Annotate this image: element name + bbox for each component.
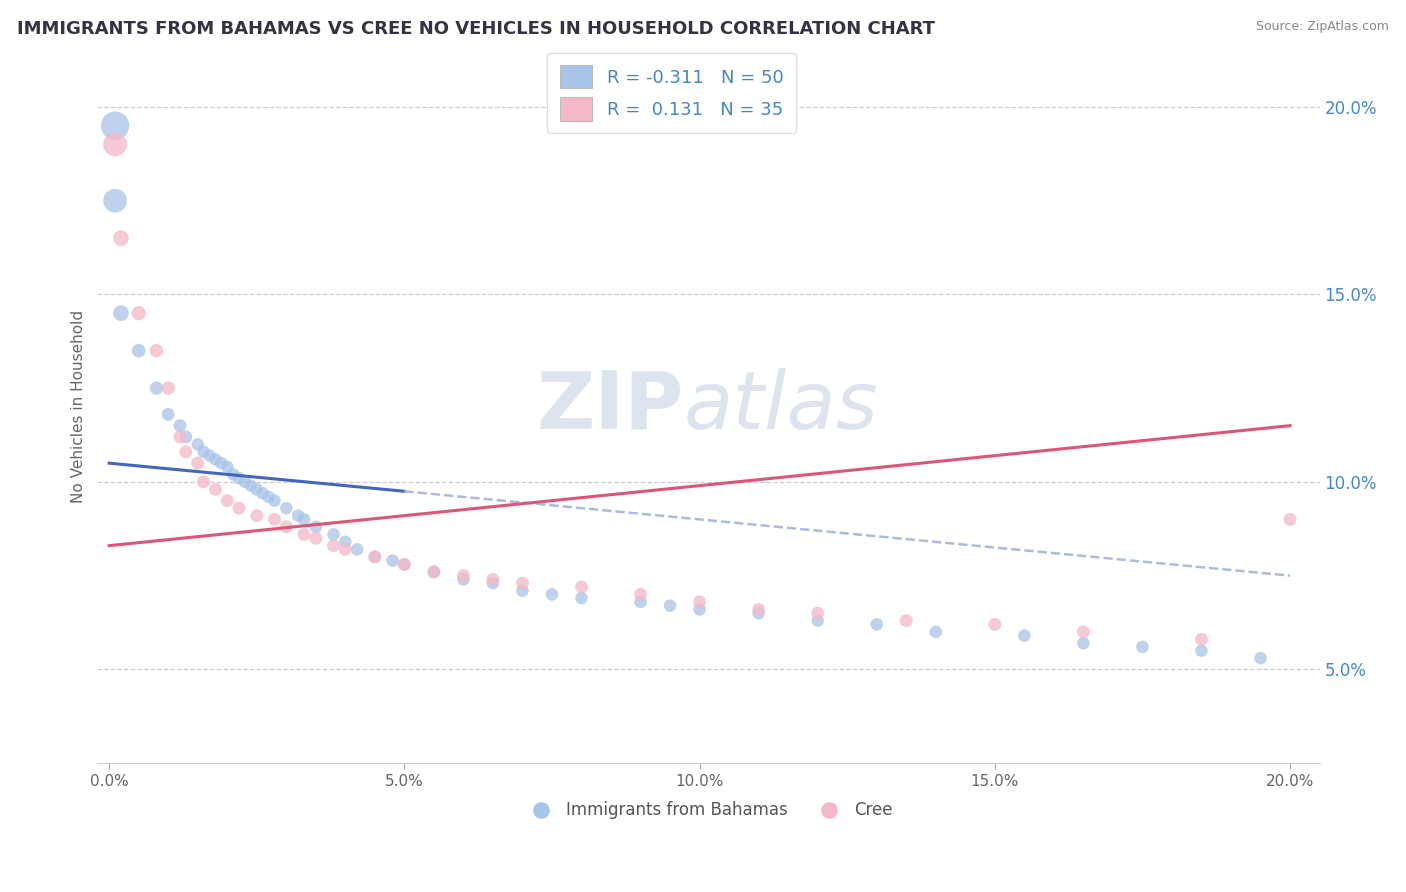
Point xyxy=(187,437,209,451)
Point xyxy=(276,520,298,534)
Point xyxy=(689,595,711,609)
Point xyxy=(209,456,232,470)
Point xyxy=(128,306,150,320)
Point xyxy=(287,508,309,523)
Point xyxy=(252,486,274,500)
Point xyxy=(128,343,150,358)
Point xyxy=(335,535,357,549)
Point xyxy=(257,490,280,504)
Point xyxy=(157,381,180,395)
Text: Source: ZipAtlas.com: Source: ZipAtlas.com xyxy=(1256,20,1389,33)
Point xyxy=(263,512,285,526)
Point xyxy=(364,549,387,564)
Point xyxy=(1014,629,1036,643)
Point xyxy=(187,456,209,470)
Point xyxy=(174,445,197,459)
Point xyxy=(263,493,285,508)
Point xyxy=(110,231,132,245)
Point xyxy=(807,606,830,620)
Point xyxy=(198,449,221,463)
Point xyxy=(104,119,127,133)
Point xyxy=(246,483,269,497)
Point xyxy=(866,617,889,632)
Point xyxy=(630,587,652,601)
Point xyxy=(217,493,239,508)
Point xyxy=(1250,651,1272,665)
Point xyxy=(193,475,215,489)
Point xyxy=(512,583,534,598)
Point xyxy=(453,573,475,587)
Point xyxy=(571,591,593,606)
Point xyxy=(228,501,250,516)
Point xyxy=(659,599,682,613)
Point xyxy=(1191,643,1213,657)
Point xyxy=(984,617,1007,632)
Point xyxy=(423,565,446,579)
Point xyxy=(394,558,416,572)
Point xyxy=(204,483,226,497)
Point xyxy=(145,381,167,395)
Point xyxy=(1279,512,1302,526)
Point xyxy=(748,606,770,620)
Point xyxy=(630,595,652,609)
Point xyxy=(169,418,191,433)
Point xyxy=(204,452,226,467)
Point xyxy=(748,602,770,616)
Point xyxy=(104,137,127,152)
Point xyxy=(292,512,315,526)
Point xyxy=(193,445,215,459)
Point xyxy=(896,614,918,628)
Text: ZIP: ZIP xyxy=(537,368,685,446)
Point xyxy=(453,568,475,582)
Point xyxy=(1132,640,1154,654)
Point xyxy=(689,602,711,616)
Point xyxy=(239,478,262,492)
Text: IMMIGRANTS FROM BAHAMAS VS CREE NO VEHICLES IN HOUSEHOLD CORRELATION CHART: IMMIGRANTS FROM BAHAMAS VS CREE NO VEHIC… xyxy=(17,20,935,37)
Y-axis label: No Vehicles in Household: No Vehicles in Household xyxy=(72,310,86,503)
Point xyxy=(276,501,298,516)
Point xyxy=(512,576,534,591)
Point xyxy=(104,194,127,208)
Point xyxy=(110,306,132,320)
Point xyxy=(145,343,167,358)
Point xyxy=(228,471,250,485)
Point xyxy=(346,542,368,557)
Legend: Immigrants from Bahamas, Cree: Immigrants from Bahamas, Cree xyxy=(517,795,900,826)
Text: atlas: atlas xyxy=(685,368,879,446)
Point xyxy=(364,549,387,564)
Point xyxy=(335,542,357,557)
Point xyxy=(217,459,239,474)
Point xyxy=(482,576,505,591)
Point xyxy=(807,614,830,628)
Point xyxy=(174,430,197,444)
Point xyxy=(305,531,328,545)
Point xyxy=(322,527,344,541)
Point xyxy=(925,624,948,639)
Point xyxy=(381,554,404,568)
Point xyxy=(305,520,328,534)
Point xyxy=(233,475,256,489)
Point xyxy=(157,408,180,422)
Point xyxy=(571,580,593,594)
Point xyxy=(1073,624,1095,639)
Point xyxy=(169,430,191,444)
Point xyxy=(222,467,245,482)
Point xyxy=(541,587,564,601)
Point xyxy=(482,573,505,587)
Point xyxy=(292,527,315,541)
Point xyxy=(423,565,446,579)
Point xyxy=(394,558,416,572)
Point xyxy=(1073,636,1095,650)
Point xyxy=(322,539,344,553)
Point xyxy=(246,508,269,523)
Point xyxy=(1191,632,1213,647)
